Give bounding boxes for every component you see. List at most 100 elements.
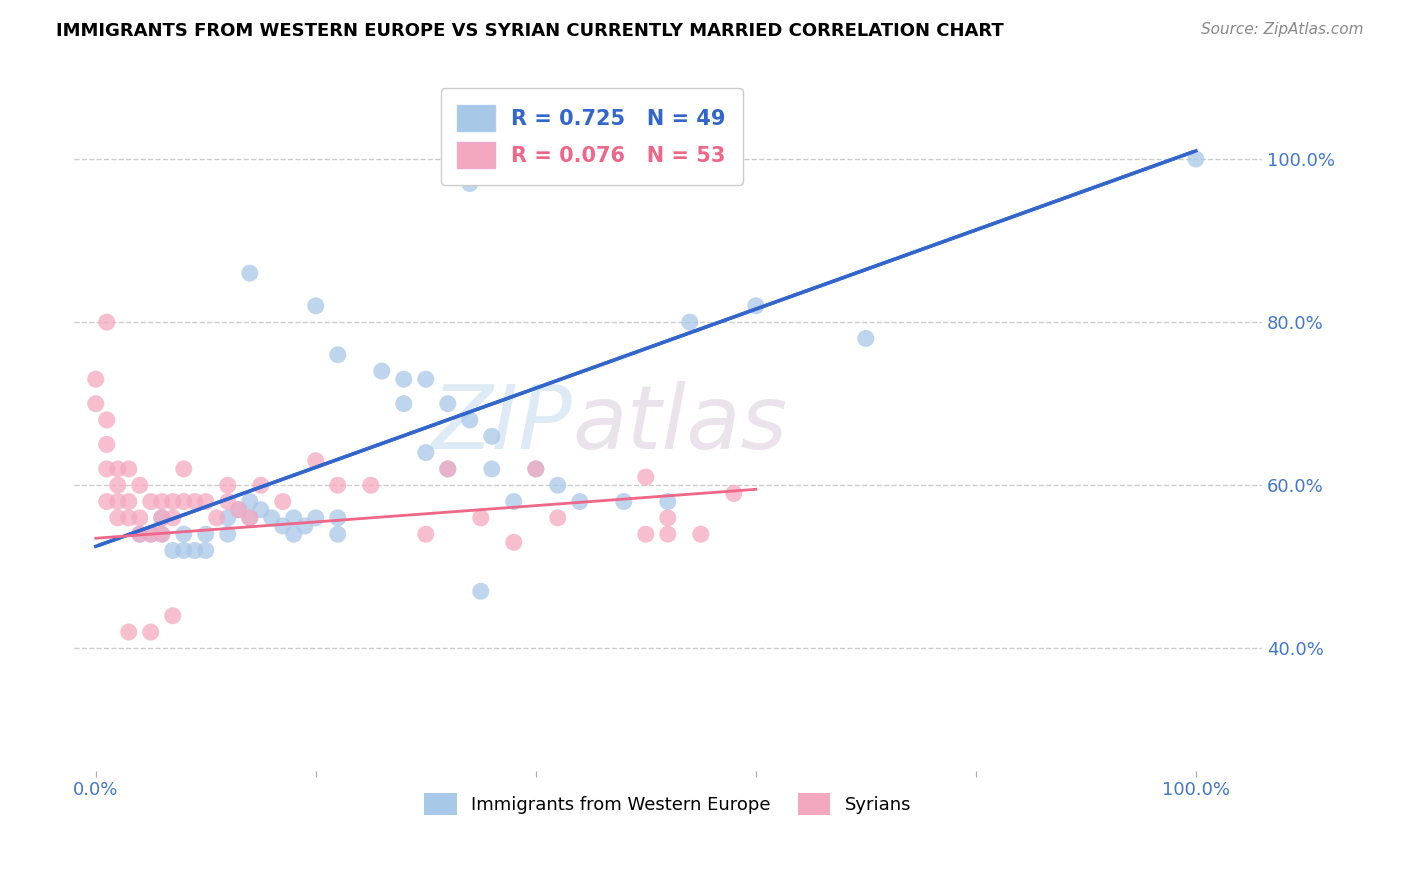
Point: [689, 527, 711, 541]
Point: [139, 625, 162, 640]
Point: [150, 527, 173, 541]
Point: [107, 511, 129, 525]
Point: [436, 397, 458, 411]
Point: [305, 511, 328, 525]
Point: [205, 511, 228, 525]
Text: Source: ZipAtlas.com: Source: ZipAtlas.com: [1201, 22, 1364, 37]
Point: [679, 315, 702, 329]
Point: [239, 494, 262, 508]
Point: [305, 454, 328, 468]
Point: [524, 462, 547, 476]
Point: [184, 494, 207, 508]
Point: [415, 445, 437, 459]
Text: IMMIGRANTS FROM WESTERN EUROPE VS SYRIAN CURRENTLY MARRIED CORRELATION CHART: IMMIGRANTS FROM WESTERN EUROPE VS SYRIAN…: [56, 22, 1004, 40]
Point: [239, 266, 262, 280]
Point: [249, 478, 271, 492]
Point: [1185, 152, 1208, 166]
Point: [162, 543, 184, 558]
Point: [128, 511, 150, 525]
Point: [326, 348, 349, 362]
Point: [194, 494, 217, 508]
Point: [96, 315, 118, 329]
Point: [360, 478, 382, 492]
Point: [228, 502, 250, 516]
Point: [194, 543, 217, 558]
Point: [107, 494, 129, 508]
Point: [271, 519, 294, 533]
Point: [217, 527, 239, 541]
Point: [194, 527, 217, 541]
Point: [217, 478, 239, 492]
Point: [139, 494, 162, 508]
Point: [294, 519, 316, 533]
Point: [415, 527, 437, 541]
Point: [326, 478, 349, 492]
Point: [150, 527, 173, 541]
Point: [173, 543, 195, 558]
Point: [228, 502, 250, 516]
Point: [96, 494, 118, 508]
Point: [502, 535, 524, 549]
Point: [634, 470, 657, 484]
Point: [128, 527, 150, 541]
Point: [470, 584, 492, 599]
Point: [139, 527, 162, 541]
Point: [613, 494, 636, 508]
Point: [173, 527, 195, 541]
Point: [547, 511, 569, 525]
Point: [392, 397, 415, 411]
Point: [84, 397, 107, 411]
Point: [415, 372, 437, 386]
Point: [568, 494, 591, 508]
Point: [118, 511, 141, 525]
Point: [283, 527, 305, 541]
Point: [217, 511, 239, 525]
Point: [173, 462, 195, 476]
Point: [524, 462, 547, 476]
Point: [392, 372, 415, 386]
Point: [745, 299, 768, 313]
Point: [107, 478, 129, 492]
Point: [162, 494, 184, 508]
Point: [96, 413, 118, 427]
Point: [657, 527, 679, 541]
Point: [107, 462, 129, 476]
Point: [118, 625, 141, 640]
Point: [128, 527, 150, 541]
Point: [260, 511, 283, 525]
Point: [118, 462, 141, 476]
Point: [326, 527, 349, 541]
Point: [139, 527, 162, 541]
Point: [634, 527, 657, 541]
Point: [470, 511, 492, 525]
Point: [657, 511, 679, 525]
Legend: Immigrants from Western Europe, Syrians: Immigrants from Western Europe, Syrians: [415, 784, 921, 824]
Point: [436, 462, 458, 476]
Point: [184, 543, 207, 558]
Point: [283, 511, 305, 525]
Point: [458, 413, 481, 427]
Point: [855, 331, 877, 345]
Point: [118, 494, 141, 508]
Point: [84, 372, 107, 386]
Point: [458, 177, 481, 191]
Point: [657, 494, 679, 508]
Point: [150, 511, 173, 525]
Text: ZIP: ZIP: [432, 381, 572, 467]
Point: [162, 511, 184, 525]
Point: [217, 494, 239, 508]
Point: [96, 437, 118, 451]
Point: [326, 511, 349, 525]
Point: [481, 429, 503, 443]
Point: [162, 608, 184, 623]
Point: [271, 494, 294, 508]
Point: [173, 494, 195, 508]
Point: [150, 511, 173, 525]
Point: [436, 462, 458, 476]
Point: [723, 486, 745, 500]
Point: [239, 511, 262, 525]
Point: [239, 511, 262, 525]
Text: atlas: atlas: [572, 381, 787, 467]
Point: [547, 478, 569, 492]
Point: [481, 462, 503, 476]
